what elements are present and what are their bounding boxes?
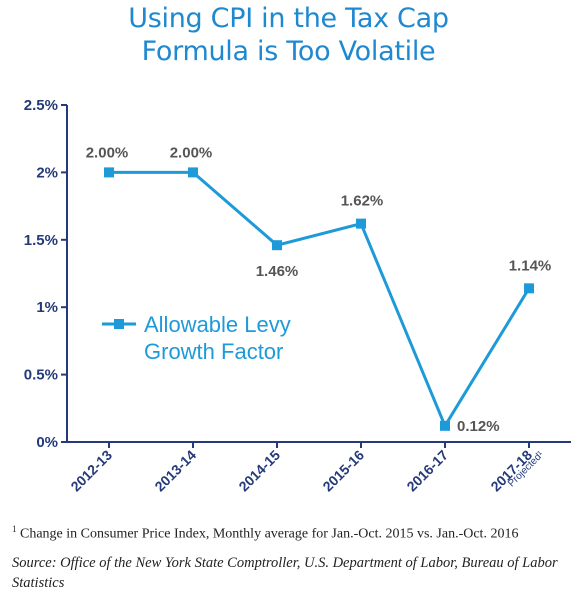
data-label: 0.12%: [457, 418, 500, 435]
data-point-marker: [440, 420, 450, 431]
chart-title-line-2: Formula is Too Volatile: [141, 36, 436, 67]
data-labels: 2.00% 2.00% 1.46% 1.62% 0.12% 1.14%: [86, 144, 552, 434]
legend-label: Growth Factor: [144, 339, 283, 364]
series-line-group: [109, 170, 531, 430]
x-tick-label: 2016-17: [403, 447, 451, 495]
footnote-text: Change in Consumer Price Index, Monthly …: [16, 526, 519, 542]
footnote: 1 Change in Consumer Price Index, Monthl…: [12, 524, 572, 543]
footnote-marker: 1: [12, 524, 17, 534]
line-chart: 0% 0.5% 1% 1.5% 2% 2.5% 2012-13 2013-14 2014-15…: [24, 97, 571, 495]
y-tick-label: 2%: [36, 164, 58, 181]
data-points: [104, 167, 534, 431]
data-label: 1.46%: [256, 263, 299, 280]
chart-title-line-1: Using CPI in the Tax Cap: [128, 3, 449, 34]
chart-title: Using CPI in the Tax Cap Formula is Too …: [0, 2, 577, 68]
data-point-marker: [524, 283, 534, 294]
y-tick-label: 0%: [36, 434, 58, 451]
y-tick-label: 1.5%: [24, 232, 58, 249]
y-tick-label: 1%: [36, 299, 58, 316]
data-label: 2.00%: [170, 144, 213, 161]
x-axis-ticks: 2012-13 2013-14 2014-15 2015-16 2016-17 2017-…: [67, 442, 547, 495]
y-axis-ticks: 0% 0.5% 1% 1.5% 2% 2.5%: [24, 97, 67, 451]
y-tick-label: 2.5%: [24, 97, 58, 114]
source-note: Source: Office of the New York State Com…: [12, 555, 558, 591]
data-point-marker: [104, 167, 114, 178]
x-tick-label: 2014-15: [235, 447, 283, 495]
data-point-marker: [188, 167, 198, 178]
series-line: [109, 170, 531, 430]
data-label: 2.00%: [86, 144, 129, 161]
legend-label: Allowable Levy: [144, 312, 291, 337]
x-tick-label: 2015-16: [319, 447, 367, 495]
data-point-marker: [356, 218, 366, 229]
data-label: 1.14%: [509, 257, 552, 274]
legend-marker-swatch: [114, 319, 124, 329]
chart-axes: [66, 105, 571, 443]
data-label: 1.62%: [341, 193, 384, 210]
data-point-marker: [272, 240, 282, 251]
x-tick-label: 2012-13: [67, 447, 115, 495]
y-tick-label: 0.5%: [24, 367, 58, 384]
x-tick-label: 2013-14: [151, 447, 199, 495]
